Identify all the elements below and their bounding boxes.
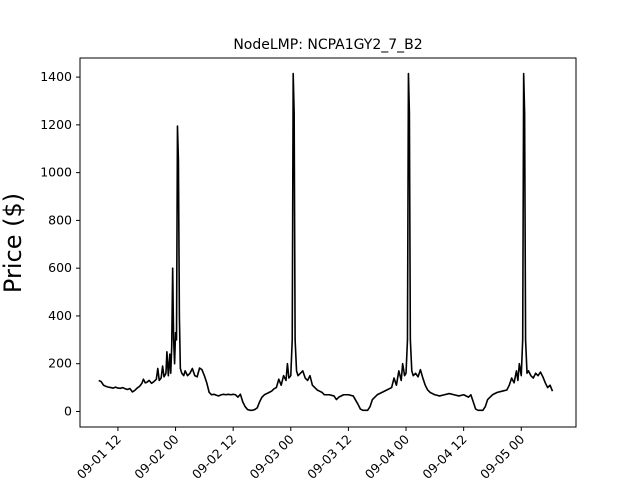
y-tick-label: 200 [48,356,72,371]
y-tick-label: 1200 [40,117,72,132]
y-tick-label: 800 [48,212,72,227]
y-tick-label: 0 [64,403,72,418]
y-axis-label: Price ($) [0,193,27,293]
series-line-0 [98,72,554,412]
plot-frame [79,57,577,428]
y-tick-label: 1000 [40,165,72,180]
y-tick-label: 1400 [40,69,72,84]
chart-title: NodeLMP: NCPA1GY2_7_B2 [233,37,422,53]
y-tick-label: 600 [48,260,72,275]
y-tick-label: 400 [48,308,72,323]
